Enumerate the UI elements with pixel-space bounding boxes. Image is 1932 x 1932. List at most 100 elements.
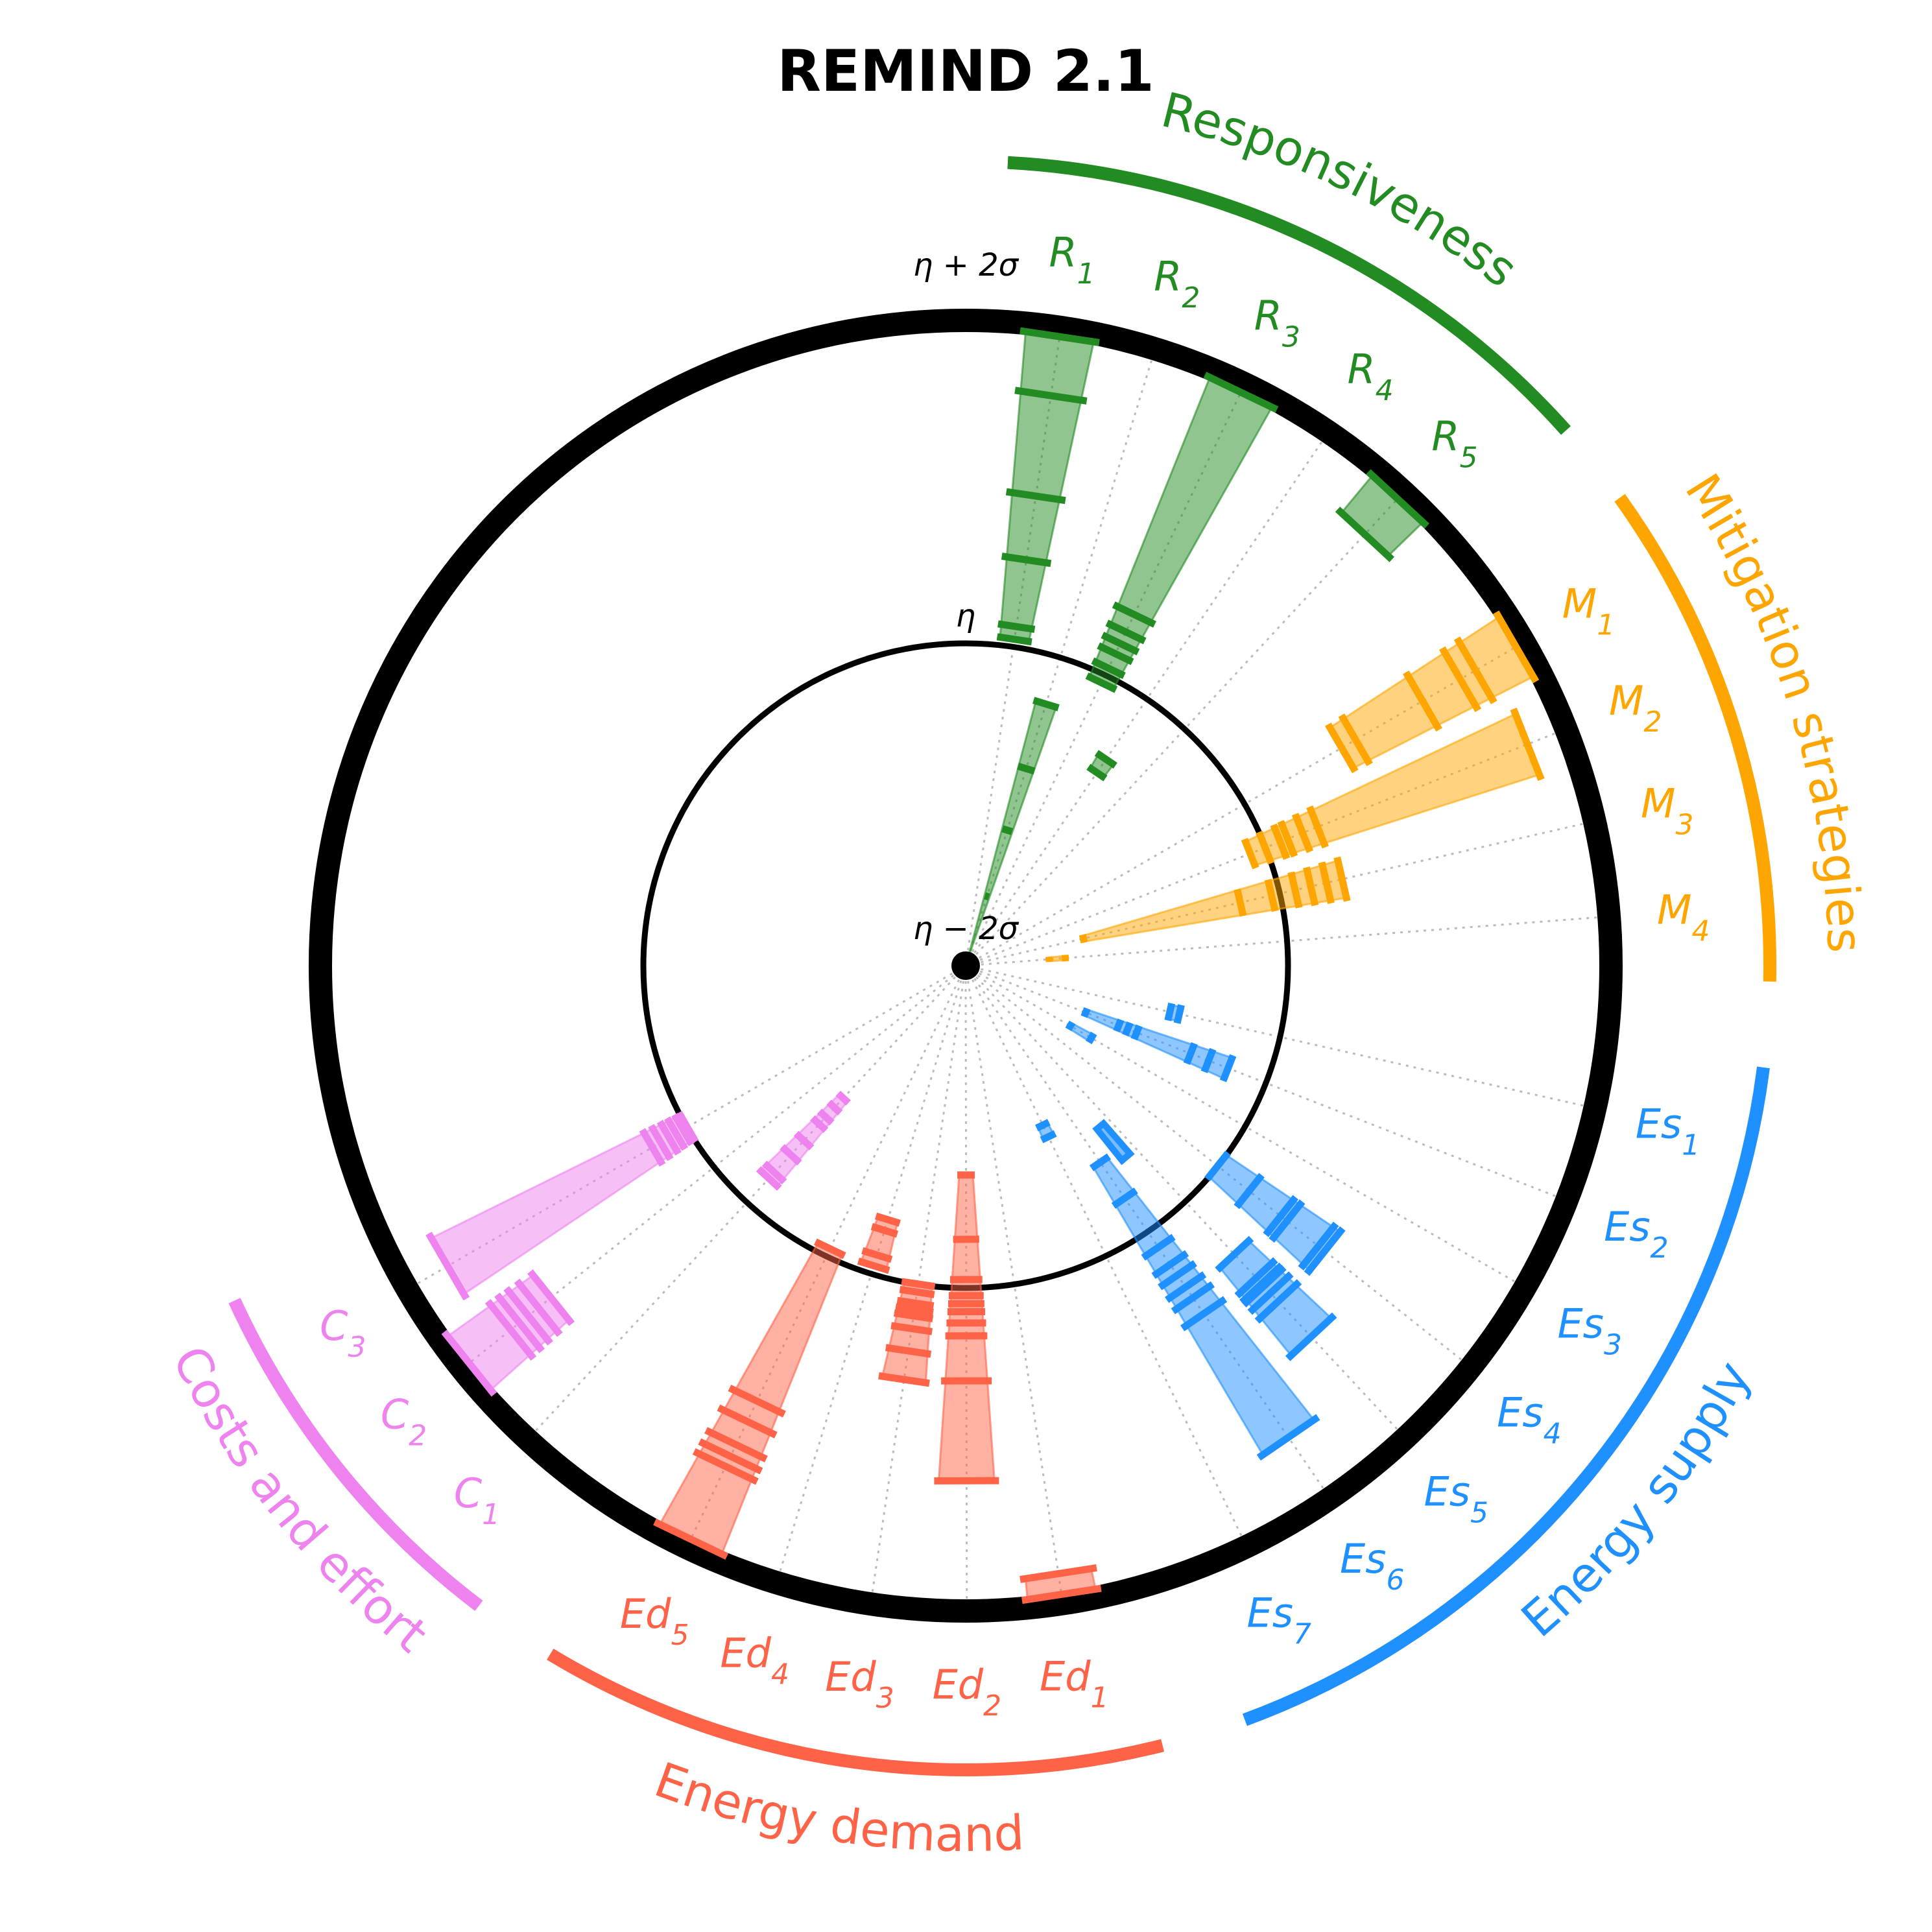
indicator-label: Ed3 [825,1653,894,1715]
chart-title: REMIND 2.1 [777,38,1154,104]
value-tick [814,1238,846,1259]
gridline [869,965,967,1604]
indicator-label: Es4 [1497,1389,1561,1451]
value-tick [1306,805,1329,849]
gridline [964,965,1064,1604]
value-tick [648,1124,674,1162]
range-wedge [937,1174,996,1483]
value-tick [1234,1173,1265,1210]
value-tick [1254,1279,1302,1324]
value-tick [870,1222,899,1238]
value-tick [1113,1018,1125,1033]
value-tick [441,1330,497,1397]
category-label: Energy supply [1511,1353,1761,1648]
value-tick [1183,1042,1199,1066]
value-tick [1247,1271,1294,1315]
value-tick [663,1116,689,1151]
value-tick [1017,763,1036,775]
gridline [964,965,968,1612]
value-tick [1079,933,1088,944]
value-tick [1085,1031,1097,1045]
gridline [965,964,1526,1289]
value-tick [1365,469,1430,529]
indicator-label: Ed2 [933,1661,1002,1723]
value-tick [817,1108,835,1126]
value-tick [1269,1199,1306,1243]
indicator-label: M2 [1609,677,1662,739]
indicator-label: Es6 [1340,1535,1404,1597]
value-tick [793,1130,815,1151]
value-tick [996,633,1032,646]
value-tick [1318,861,1335,904]
value-tick [1335,507,1394,562]
value-tick [1200,1047,1217,1073]
value-tick [527,1269,575,1326]
range-wedge [429,1114,696,1296]
indicator-label: Es7 [1247,1589,1311,1651]
value-tick [653,1518,729,1560]
value-tick [639,1128,666,1167]
gridline [964,965,1248,1547]
value-tick [1234,1257,1278,1299]
indicator-label: Es3 [1557,1300,1621,1362]
value-tick [1204,1151,1231,1182]
value-tick [1005,488,1066,505]
gridline [964,491,1405,967]
value-tick [893,1309,934,1322]
value-tick [1263,1195,1299,1237]
value-tick [1304,1226,1346,1276]
inner-reference-label: η [956,598,975,634]
value-tick [698,1438,763,1475]
gridline [965,915,1610,967]
value-tick [1338,713,1373,767]
value-tick [1089,1153,1112,1171]
value-tick [1324,722,1359,774]
value-tick [1111,1187,1138,1209]
value-tick [1061,955,1069,962]
value-tick [1091,657,1126,679]
value-tick [1171,1281,1215,1315]
value-tick [896,1296,935,1309]
value-tick [826,1099,843,1115]
value-tick [857,1258,890,1274]
category-arc [1007,156,1571,435]
value-tick [1270,823,1291,860]
value-tick [1094,750,1117,769]
indicator-label: C3 [320,1302,366,1364]
value-tick [1130,1024,1143,1041]
value-tick [656,1119,682,1156]
value-tick [1241,1265,1287,1307]
value-tick [1215,1235,1254,1273]
gridline [965,964,1595,1110]
value-tick [890,1322,933,1335]
value-tick [899,1285,935,1298]
value-tick [756,1166,782,1191]
value-tick [835,1090,851,1106]
value-tick [1453,636,1497,704]
gridline [965,820,1595,967]
value-tick [1020,1564,1097,1583]
value-tick [1112,601,1156,628]
value-tick [1256,830,1275,865]
value-tick [1277,820,1298,858]
value-tick [810,1115,829,1133]
outer-reference-label: η + 2σ [913,247,1020,283]
value-tick [1065,1020,1076,1032]
value-tick [1097,642,1134,665]
value-tick [503,1285,553,1346]
value-tick [1164,1003,1176,1021]
value-tick [1298,1221,1339,1270]
value-tick [1032,697,1060,711]
value-tick [901,1278,936,1291]
value-tick [1085,672,1118,693]
value-tick [1165,1271,1207,1304]
indicator-label: M1 [1562,580,1616,642]
value-tick [780,1144,802,1166]
value-tick [1180,1296,1228,1331]
value-tick [1264,879,1279,912]
gridline [964,964,1407,1439]
value-tick [1001,825,1014,835]
value-tick [1105,619,1147,645]
range-wedge [999,330,1095,643]
